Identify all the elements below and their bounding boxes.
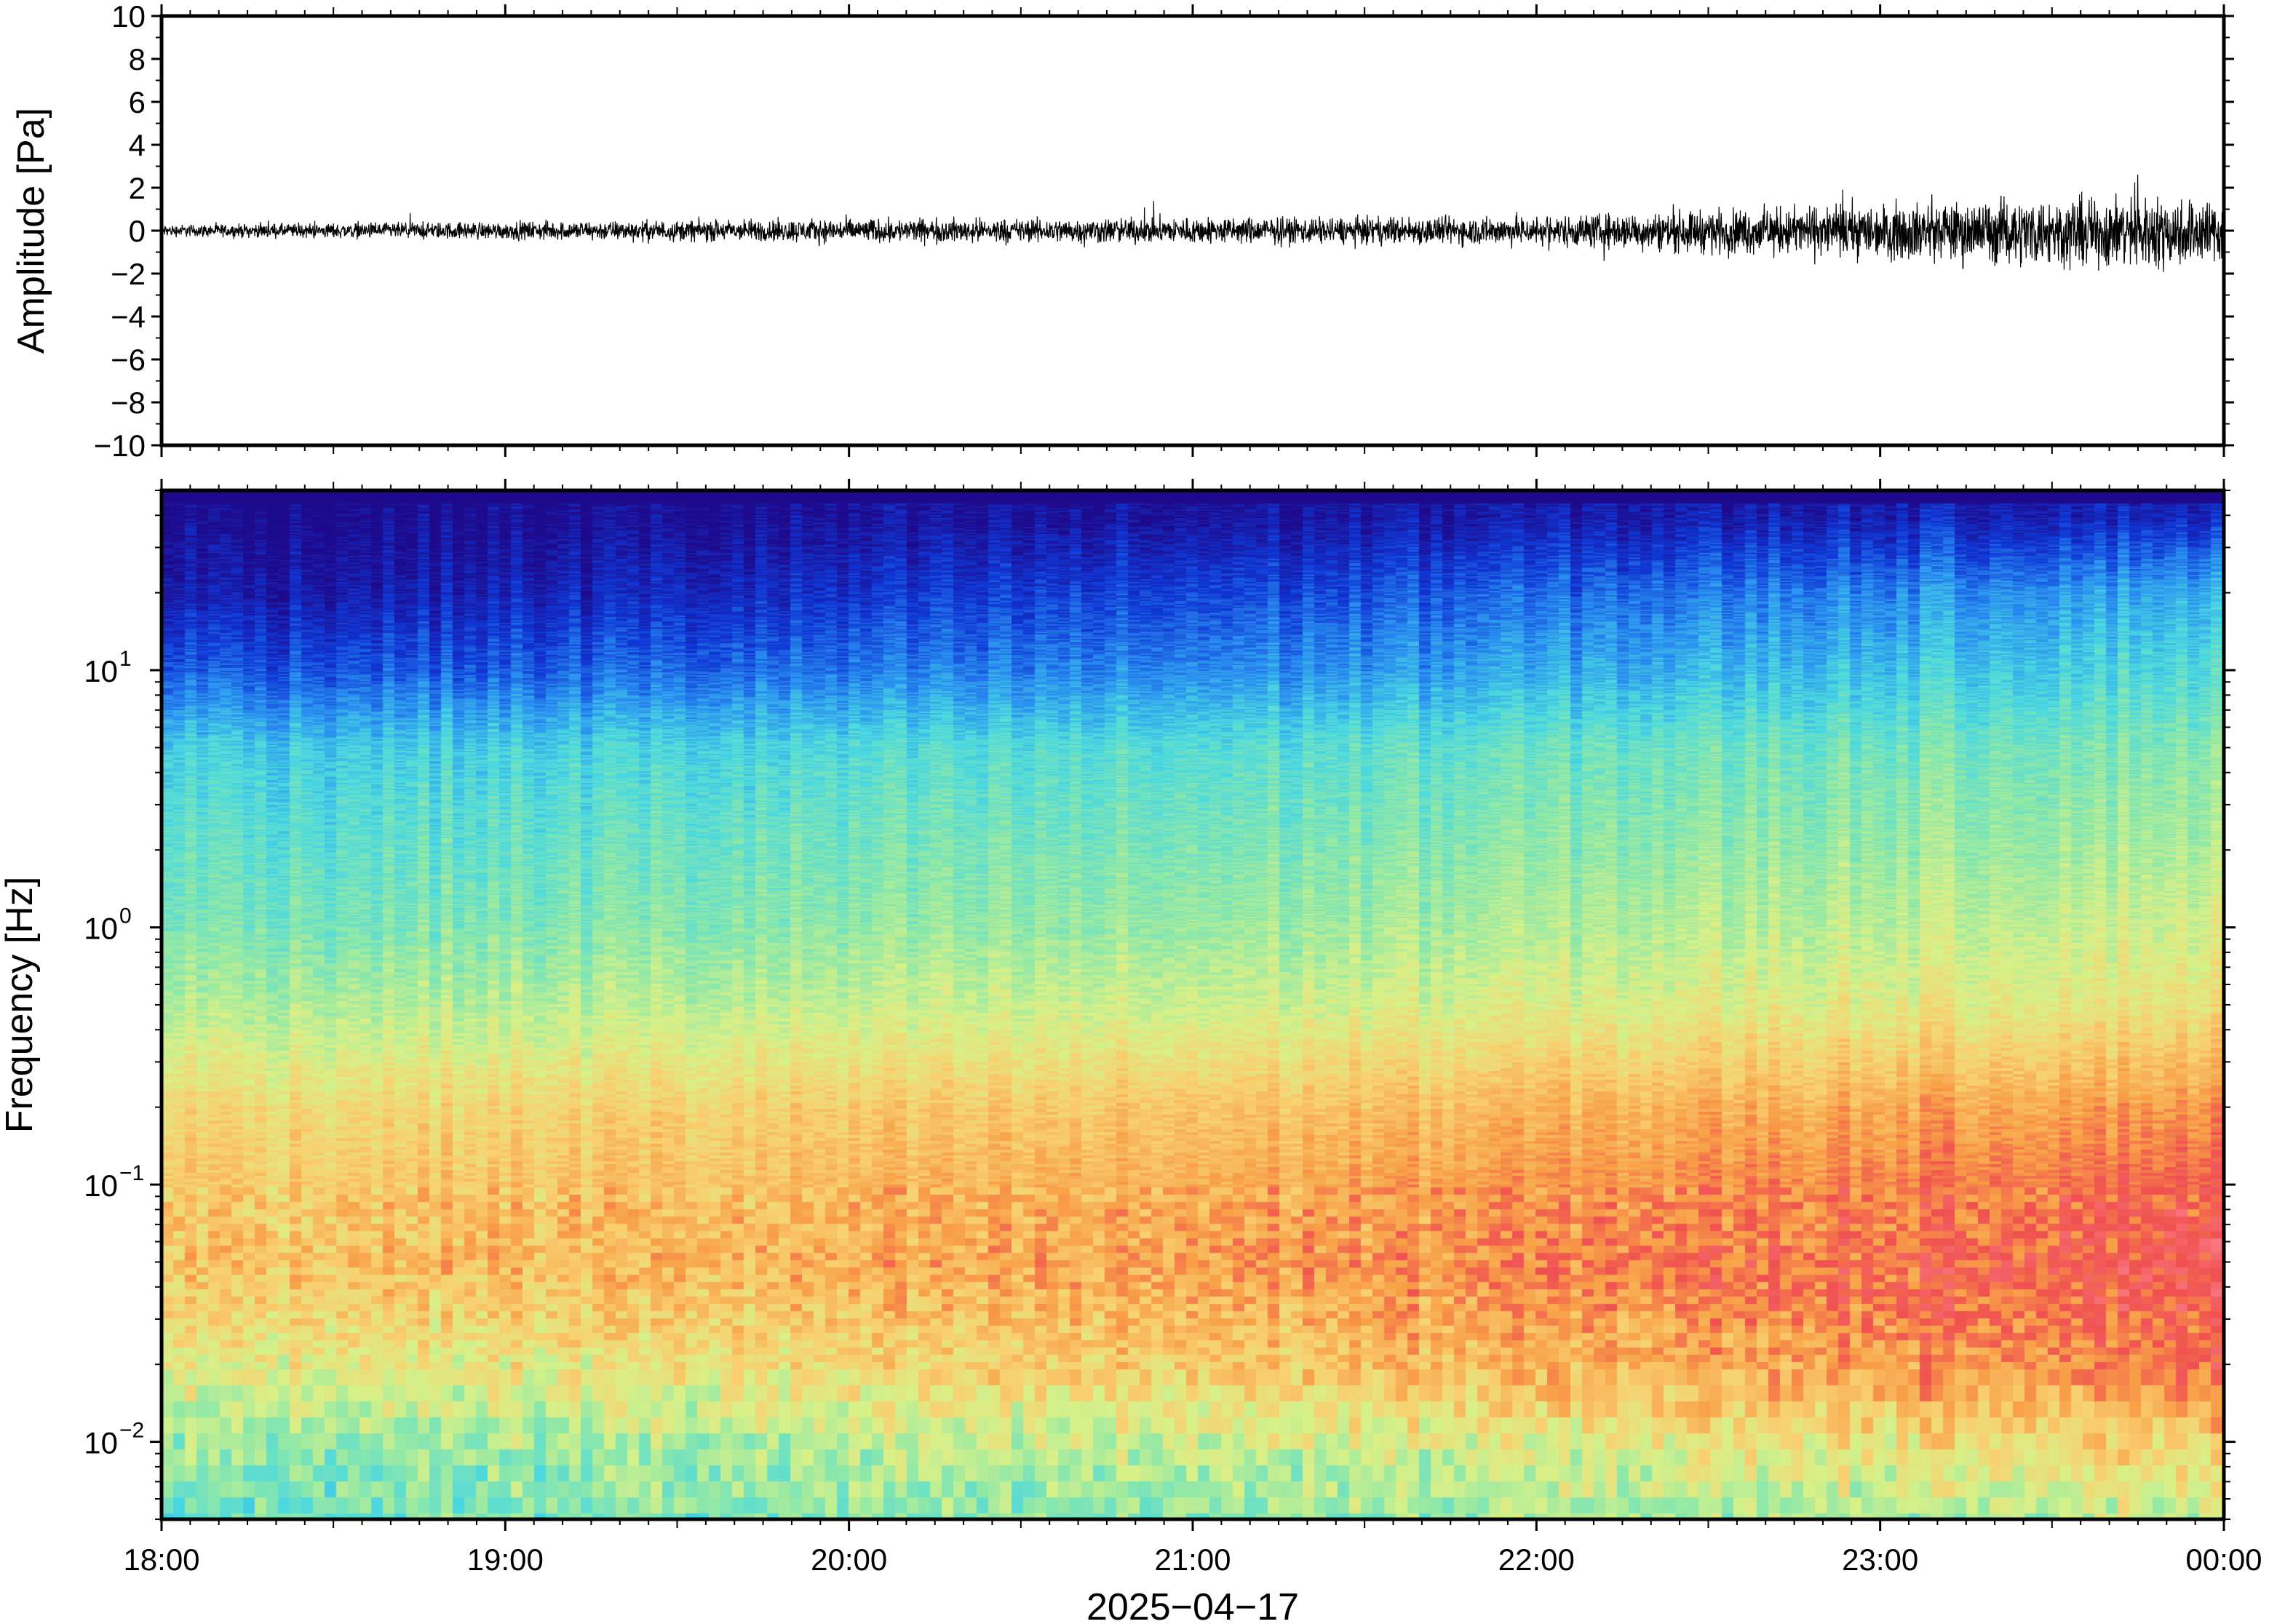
waveform-y-tick-label: −8	[111, 386, 146, 420]
waveform-y-axis-title: Amplitude [Pa]	[10, 108, 52, 354]
spectrogram-y-tick-exponent: −2	[119, 1419, 144, 1443]
spectrogram-x-ticks: 18:00 19:00 20:00 21:00 22:00 23:00 00:00	[123, 479, 2262, 1577]
waveform-x-ticks	[160, 4, 2225, 457]
waveform-y-tick-label: −2	[111, 257, 146, 291]
waveform-y-tick-label: 2	[129, 171, 146, 205]
waveform-y-tick-label: −4	[111, 300, 146, 334]
waveform-y-tick-label: 0	[129, 214, 146, 248]
waveform-y-tick-label: 8	[129, 42, 146, 76]
spectrogram-y-tick-label: 10	[84, 654, 118, 688]
waveform-y-tick-label: −6	[111, 343, 146, 377]
spectrogram-x-tick-label: 23:00	[1842, 1543, 1918, 1577]
spectrogram-image	[162, 490, 2224, 1519]
waveform-y-tick-label: 6	[129, 85, 146, 119]
spectrogram-x-tick-label: 00:00	[2185, 1543, 2262, 1577]
spectrogram-y-tick-label: 10	[84, 1169, 118, 1203]
spectrogram-y-tick-exponent: 0	[119, 904, 132, 928]
waveform-panel: 10 8 6 4 2 0 −2 −4 −6 −8 −10 Amplitude [Pa]	[10, 0, 2234, 463]
spectrogram-y-tick-label: 10	[84, 912, 118, 946]
waveform-y-tick-label: −10	[94, 429, 146, 463]
waveform-trace	[161, 174, 2225, 272]
spectrogram-y-tick-label: 10	[84, 1426, 118, 1460]
spectrogram-x-tick-label: 21:00	[1154, 1543, 1231, 1577]
spectrogram-x-axis-title: 2025−04−17	[1086, 1586, 1299, 1624]
spectrogram-x-tick-label: 20:00	[811, 1543, 887, 1577]
spectrogram-x-tick-label: 22:00	[1498, 1543, 1575, 1577]
spectrogram-y-tick-exponent: −1	[119, 1161, 144, 1185]
spectrogram-x-tick-label: 18:00	[123, 1543, 199, 1577]
waveform-y-tick-label: 4	[129, 128, 146, 162]
spectrogram-x-tick-label: 19:00	[467, 1543, 544, 1577]
waveform-y-ticks: 10 8 6 4 2 0 −2 −4 −6 −8 −10	[94, 0, 2234, 463]
waveform-y-tick-label: 10	[111, 0, 146, 33]
spectrogram-frame	[159, 488, 2226, 1521]
spectrogram-y-tick-exponent: 1	[119, 647, 132, 671]
spectrogram-y-axis-title: Frequency [Hz]	[0, 877, 41, 1134]
